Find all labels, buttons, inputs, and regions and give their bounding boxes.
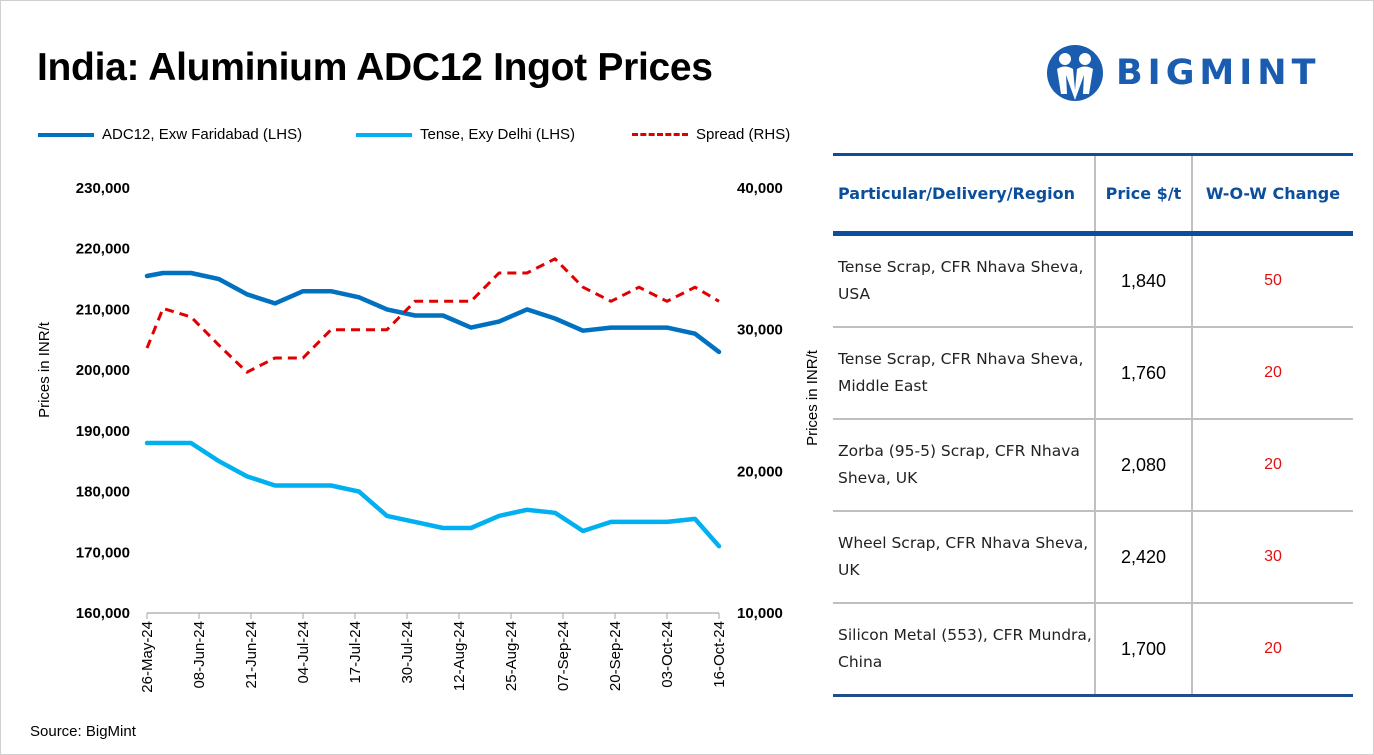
legend-swatch xyxy=(632,133,688,136)
legend-swatch xyxy=(38,132,94,137)
x-tick-label: 26-May-24 xyxy=(139,621,156,693)
header-particular: Particular/Delivery/Region xyxy=(833,153,1095,236)
series-line-adc12 xyxy=(144,270,722,355)
cell-price: 2,080 xyxy=(1094,419,1192,512)
y-tick-label-left: 210,000 xyxy=(76,301,130,318)
table-row: Tense Scrap, CFR Nhava Sheva, Middle Eas… xyxy=(833,327,1353,420)
cell-price: 1,700 xyxy=(1094,603,1192,697)
y-tick-label-left: 170,000 xyxy=(76,544,130,561)
cell-price: 1,840 xyxy=(1094,233,1192,328)
table-header-row: Particular/Delivery/Region Price $/t W-O… xyxy=(833,153,1353,236)
bigmint-logo-icon xyxy=(1047,45,1103,101)
cell-price: 2,420 xyxy=(1094,511,1192,604)
y-tick-label-left: 160,000 xyxy=(76,605,130,622)
y-axis-title-left: Prices in INR/t xyxy=(36,321,53,418)
y-tick-label-left: 220,000 xyxy=(76,241,130,258)
table-row: Wheel Scrap, CFR Nhava Sheva, UK 2,420 30 xyxy=(833,511,1353,604)
y-tick-label-left: 200,000 xyxy=(76,362,130,379)
legend-item-adc12: ADC12, Exw Faridabad (LHS) xyxy=(38,126,302,143)
legend-label: ADC12, Exw Faridabad (LHS) xyxy=(102,126,303,143)
price-table: Particular/Delivery/Region Price $/t W-O… xyxy=(833,153,1353,697)
legend-label: Spread (RHS) xyxy=(696,126,791,143)
x-tick-label: 16-Oct-24 xyxy=(711,621,728,688)
cell-item: Wheel Scrap, CFR Nhava Sheva, UK xyxy=(833,511,1095,604)
logo-text: BIGMINT xyxy=(1116,53,1321,93)
cell-item: Silicon Metal (553), CFR Mundra, China xyxy=(833,603,1095,697)
header-change: W-O-W Change xyxy=(1191,153,1353,236)
y-tick-label-left: 230,000 xyxy=(76,180,130,197)
cell-change: 20 xyxy=(1191,419,1353,512)
line-chart: 230,000 220,000 210,000 200,000 190,000 180,0… xyxy=(36,180,821,693)
header-price: Price $/t xyxy=(1094,153,1192,236)
y-tick-label-right: 10,000 xyxy=(737,605,783,622)
x-tick-label: 12-Aug-24 xyxy=(451,621,468,691)
x-tick-label: 07-Sep-24 xyxy=(555,621,572,691)
table-row: Tense Scrap, CFR Nhava Sheva, USA 1,840 50 xyxy=(833,233,1353,328)
x-tick-label: 21-Jun-24 xyxy=(243,621,260,689)
x-tick-label: 08-Jun-24 xyxy=(191,621,208,689)
x-tick-label: 04-Jul-24 xyxy=(295,621,312,684)
cell-item: Tense Scrap, CFR Nhava Sheva, USA xyxy=(833,233,1095,328)
bigmint-logo: BIGMINT xyxy=(1046,42,1320,104)
x-tick-label: 17-Jul-24 xyxy=(347,621,364,684)
legend-item-tense: Tense, Exy Delhi (LHS) xyxy=(356,126,575,143)
cell-item: Tense Scrap, CFR Nhava Sheva, Middle Eas… xyxy=(833,327,1095,420)
table-row: Silicon Metal (553), CFR Mundra, China 1,… xyxy=(833,603,1353,697)
y-tick-label-right: 40,000 xyxy=(737,180,783,197)
legend-label: Tense, Exy Delhi (LHS) xyxy=(420,126,576,143)
cell-change: 50 xyxy=(1191,233,1353,328)
cell-price: 1,760 xyxy=(1094,327,1192,420)
series-line-spread xyxy=(145,257,720,374)
x-tick-label: 30-Jul-24 xyxy=(399,621,416,684)
page-title: India: Aluminium ADC12 Ingot Prices xyxy=(37,46,713,89)
x-tick-label: 25-Aug-24 xyxy=(503,621,520,691)
cell-change: 30 xyxy=(1191,511,1353,604)
chart-legend: ADC12, Exw Faridabad (LHS) Tense, Exy De… xyxy=(0,126,820,146)
legend-item-spread: Spread (RHS) xyxy=(632,126,790,143)
y-axis-title-right: Prices in INR/t xyxy=(804,349,821,446)
source-note: Source: BigMint xyxy=(30,723,136,740)
y-tick-label-left: 190,000 xyxy=(76,423,130,440)
x-tick-label: 20-Sep-24 xyxy=(607,621,624,691)
series-line-tense xyxy=(144,440,722,549)
y-tick-label-left: 180,000 xyxy=(76,484,130,501)
legend-swatch xyxy=(356,132,412,137)
cell-item: Zorba (95-5) Scrap, CFR Nhava Sheva, UK xyxy=(833,419,1095,512)
table-row: Zorba (95-5) Scrap, CFR Nhava Sheva, UK 2… xyxy=(833,419,1353,512)
y-tick-label-right: 20,000 xyxy=(737,463,783,480)
x-tick-label: 03-Oct-24 xyxy=(659,621,676,688)
cell-change: 20 xyxy=(1191,603,1353,697)
cell-change: 20 xyxy=(1191,327,1353,420)
y-tick-label-right: 30,000 xyxy=(737,322,783,339)
